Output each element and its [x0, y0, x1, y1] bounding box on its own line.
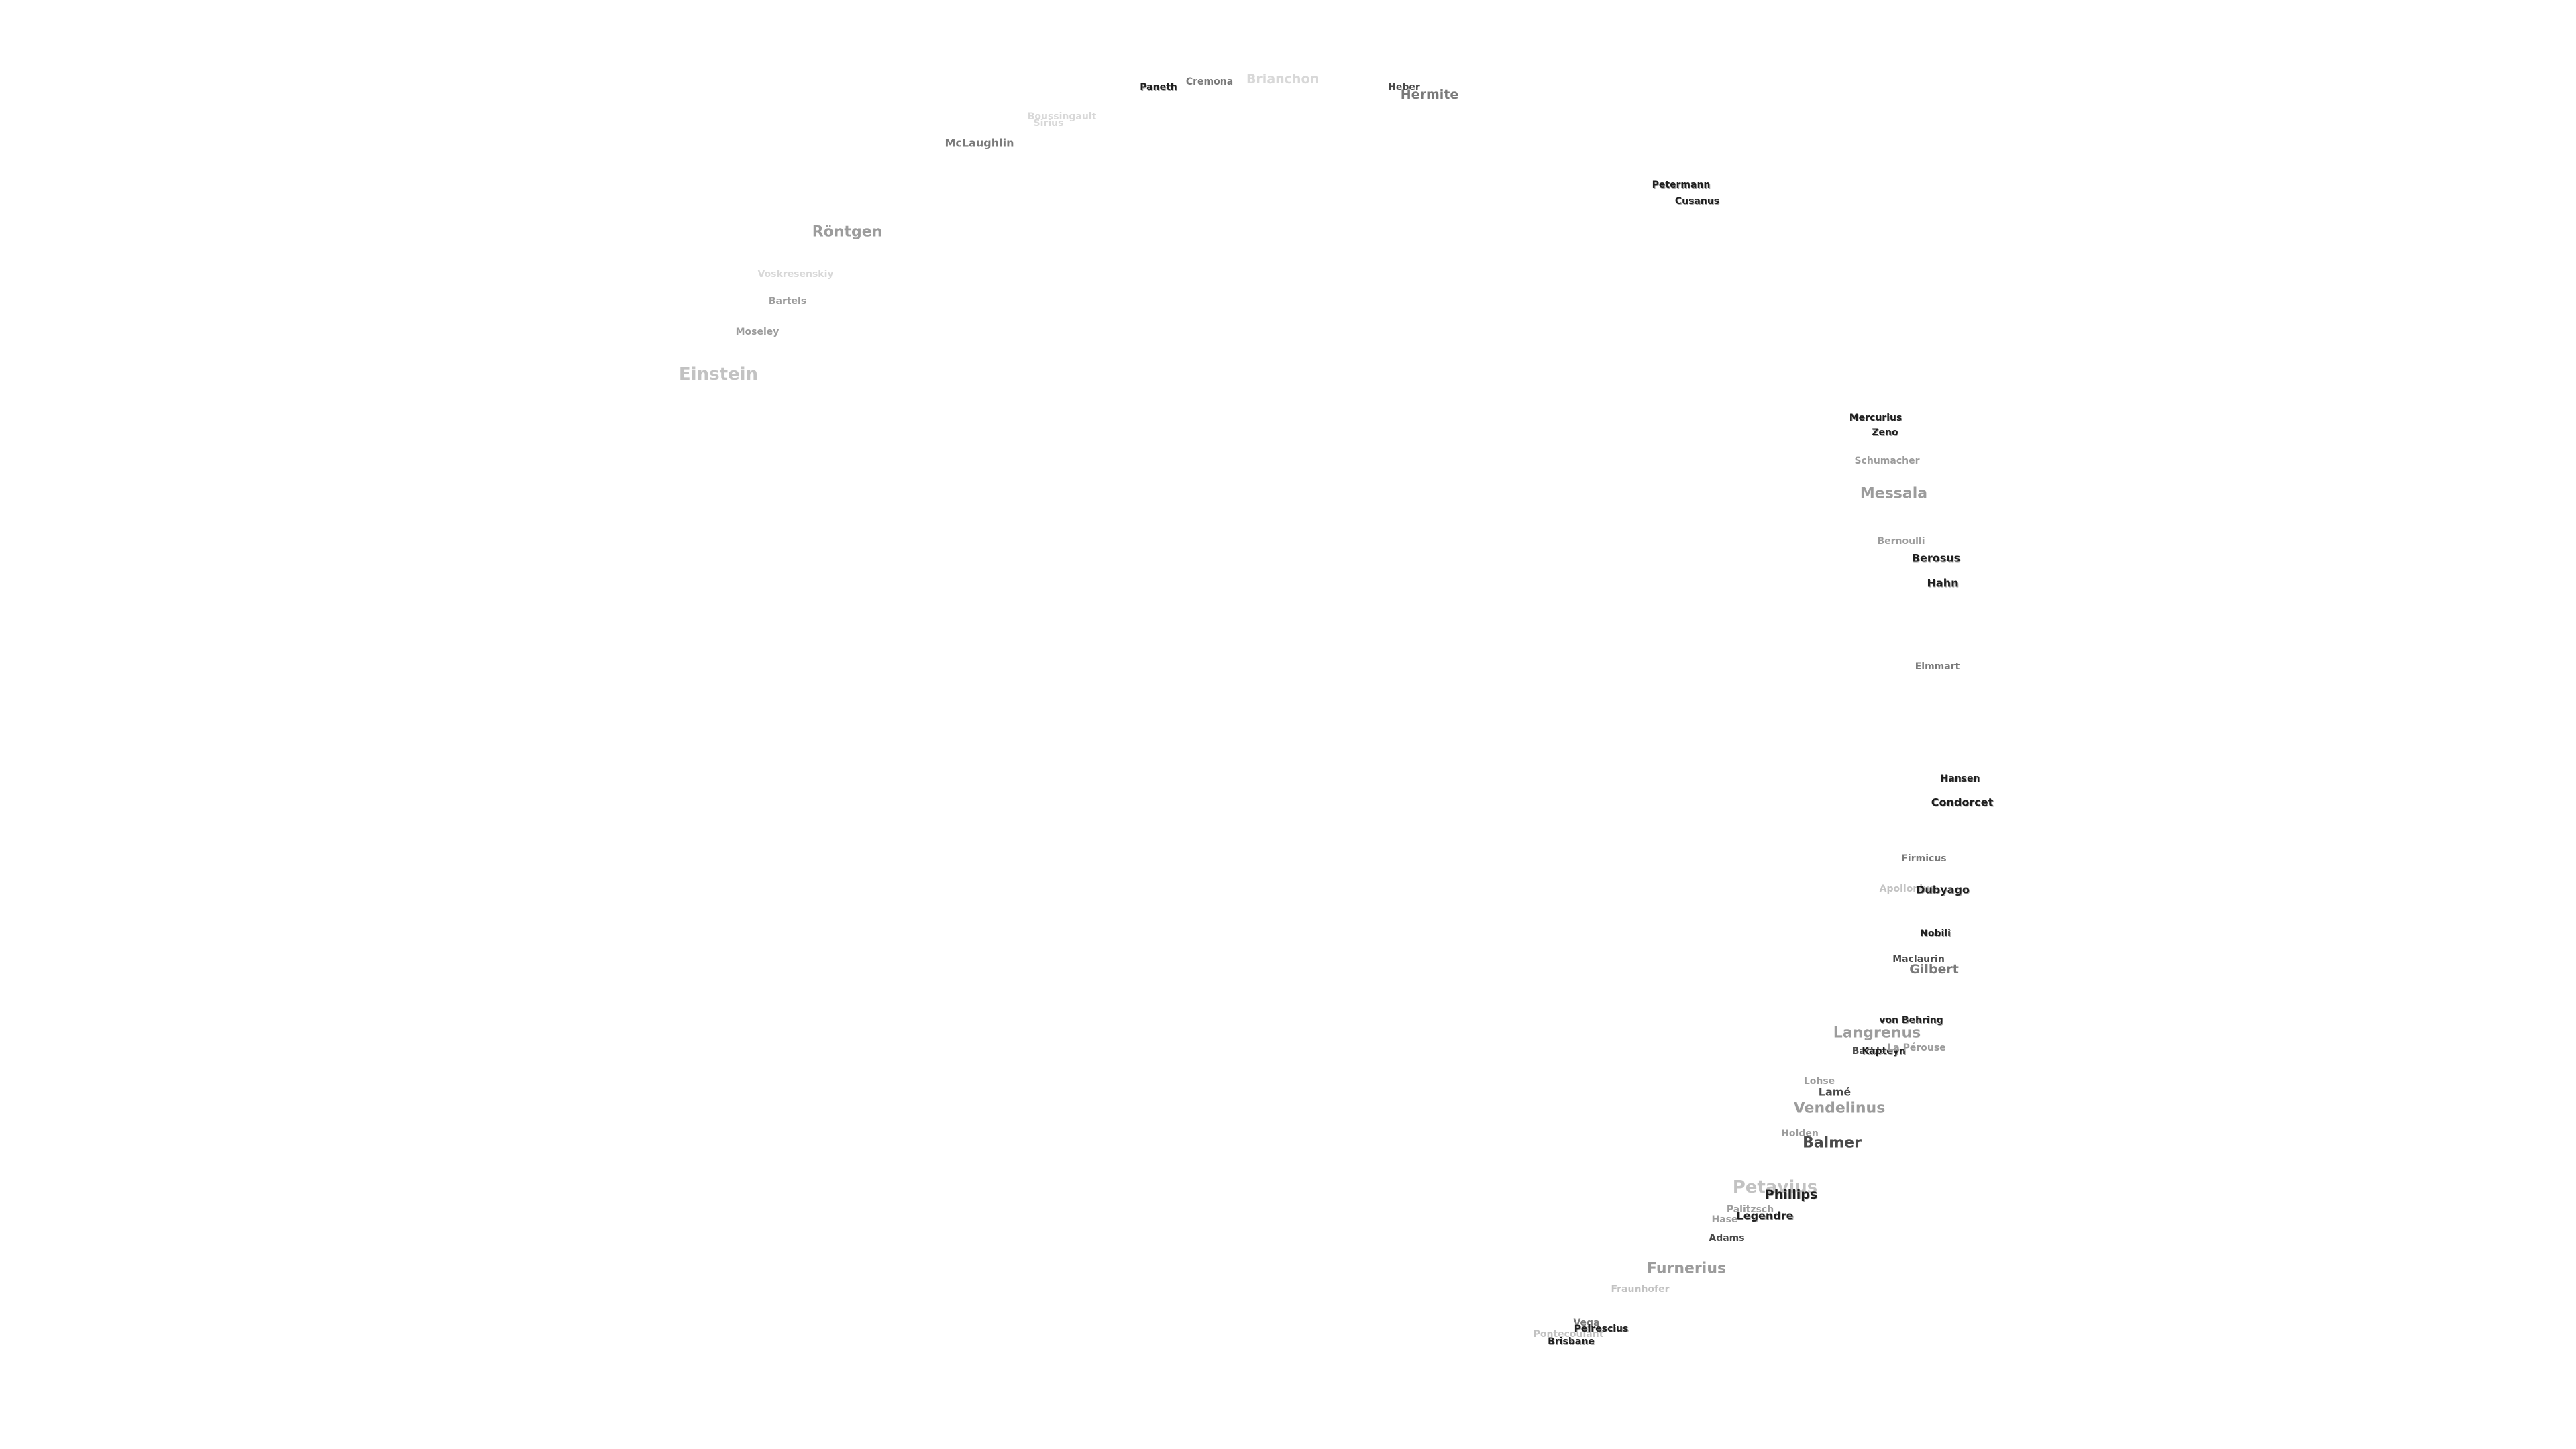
- crater-label-mclaughlin: McLaughlin: [945, 136, 1014, 150]
- crater-label-furnerius: Furnerius: [1646, 1260, 1727, 1277]
- crater-label-lame: Lamé: [1818, 1085, 1851, 1099]
- crater-label-condorcet: Condorcet: [1931, 796, 1994, 809]
- crater-label-dubyago: Dubyago: [1916, 883, 1970, 896]
- crater-label-sirius: Sirius: [1033, 118, 1064, 129]
- crater-label-apollonius: Apollonius: [1879, 883, 1935, 894]
- crater-label-boussingault: Boussingault: [1027, 111, 1097, 122]
- crater-label-la-perouse: La Pérouse: [1887, 1042, 1946, 1053]
- crater-label-phillips: Phillips: [1764, 1187, 1818, 1202]
- crater-label-berosus: Berosus: [1911, 551, 1961, 565]
- crater-label-petermann: Petermann: [1652, 180, 1711, 191]
- crater-label-holden: Holden: [1781, 1128, 1819, 1139]
- crater-label-vega: Vega: [1573, 1318, 1600, 1328]
- crater-label-hermite: Hermite: [1400, 87, 1459, 102]
- crater-label-brisbane: Brisbane: [1548, 1336, 1595, 1347]
- crater-label-vendelinus: Vendelinus: [1793, 1099, 1886, 1117]
- crater-label-rontgen: Röntgen: [812, 223, 883, 241]
- crater-label-hahn: Hahn: [1927, 576, 1959, 590]
- crater-label-petavius: Petavius: [1732, 1177, 1818, 1197]
- crater-label-messala: Messala: [1860, 485, 1928, 502]
- crater-label-hase: Hase: [1711, 1214, 1738, 1225]
- crater-label-nobili: Nobili: [1920, 928, 1951, 939]
- crater-label-brianchon: Brianchon: [1246, 72, 1320, 87]
- crater-label-langrenus: Langrenus: [1833, 1024, 1921, 1042]
- crater-label-palitzsch: Palitzsch: [1726, 1204, 1774, 1215]
- crater-label-mercurius: Mercurius: [1849, 413, 1902, 423]
- crater-label-elmmart: Elmmart: [1915, 661, 1960, 672]
- crater-label-cusanus: Cusanus: [1674, 196, 1720, 207]
- crater-label-maclaurin: Maclaurin: [1892, 954, 1945, 965]
- crater-label-peirescius: Peirescius: [1574, 1324, 1629, 1334]
- crater-label-barkla: Barkla: [1851, 1046, 1886, 1057]
- crater-label-gilbert: Gilbert: [1909, 962, 1959, 977]
- crater-label-schumacher: Schumacher: [1854, 455, 1920, 466]
- crater-label-lohse: Lohse: [1803, 1076, 1835, 1087]
- crater-label-voskresenskiy: Voskresenskiy: [757, 269, 834, 280]
- crater-label-hansen: Hansen: [1940, 773, 1980, 784]
- crater-label-zeno: Zeno: [1872, 427, 1898, 438]
- crater-label-bernoulli: Bernoulli: [1877, 536, 1925, 547]
- crater-label-cremona: Cremona: [1185, 76, 1234, 87]
- crater-label-kapteyn: Kapteyn: [1862, 1046, 1906, 1057]
- crater-label-firmicus: Firmicus: [1901, 853, 1947, 864]
- crater-label-heber: Heber: [1388, 82, 1420, 93]
- crater-label-fraunhofer: Fraunhofer: [1611, 1284, 1670, 1295]
- crater-label-bartels: Bartels: [768, 296, 807, 307]
- crater-label-paneth: Paneth: [1140, 82, 1177, 93]
- crater-label-pontecoulant: Pontecoulant: [1533, 1329, 1604, 1340]
- crater-label-adams: Adams: [1709, 1233, 1745, 1244]
- crater-label-einstein: Einstein: [678, 364, 759, 384]
- crater-label-legendre: Legendre: [1736, 1209, 1794, 1222]
- crater-label-von-behring: von Behring: [1879, 1015, 1943, 1026]
- crater-label-balmer: Balmer: [1803, 1134, 1862, 1152]
- crater-label-moseley: Moseley: [735, 327, 780, 337]
